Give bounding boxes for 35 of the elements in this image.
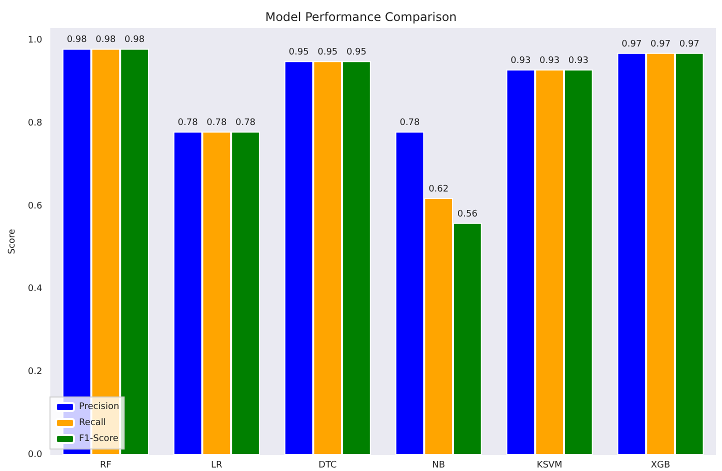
- data-label: 0.78: [235, 118, 256, 128]
- x-tick-label: RF: [100, 460, 112, 470]
- data-label: 0.97: [622, 39, 642, 50]
- x-tick-label: XGB: [650, 460, 670, 470]
- y-tick-label: 0.0: [28, 450, 42, 460]
- legend-label: Recall: [79, 418, 106, 428]
- data-label: 0.98: [124, 35, 145, 46]
- data-label: 0.97: [679, 39, 700, 50]
- data-label: 0.98: [66, 35, 88, 46]
- x-tick-label: NB: [432, 460, 446, 470]
- data-label: 0.97: [650, 39, 671, 50]
- legend-label: F1-Score: [79, 434, 119, 444]
- chart-title: Model Performance Comparison: [265, 10, 457, 24]
- y-tick-label: 0.8: [28, 118, 42, 128]
- y-tick-label: 0.2: [28, 367, 42, 378]
- data-label: 0.98: [96, 35, 116, 46]
- y-tick-label: 0.4: [28, 284, 42, 294]
- x-tick-label: DTC: [318, 460, 337, 470]
- data-label: 0.78: [178, 118, 198, 128]
- data-label: 0.78: [206, 118, 227, 128]
- data-label: 0.93: [540, 56, 560, 66]
- data-label: 0.62: [428, 184, 449, 194]
- data-label: 0.93: [568, 56, 588, 66]
- legend-label: Precision: [79, 402, 120, 412]
- data-label: 0.95: [346, 48, 366, 58]
- y-axis-title: Score: [8, 228, 18, 254]
- x-tick-label: LR: [211, 460, 222, 470]
- x-tick-label: KSVM: [536, 460, 562, 470]
- data-label: 0.95: [288, 48, 309, 58]
- data-label: 0.78: [400, 118, 420, 128]
- y-tick-label: 0.6: [28, 201, 42, 212]
- data-label: 0.56: [457, 209, 478, 220]
- data-label: 0.93: [510, 56, 531, 66]
- data-label: 0.95: [318, 48, 338, 58]
- y-tick-label: 1.0: [28, 35, 42, 46]
